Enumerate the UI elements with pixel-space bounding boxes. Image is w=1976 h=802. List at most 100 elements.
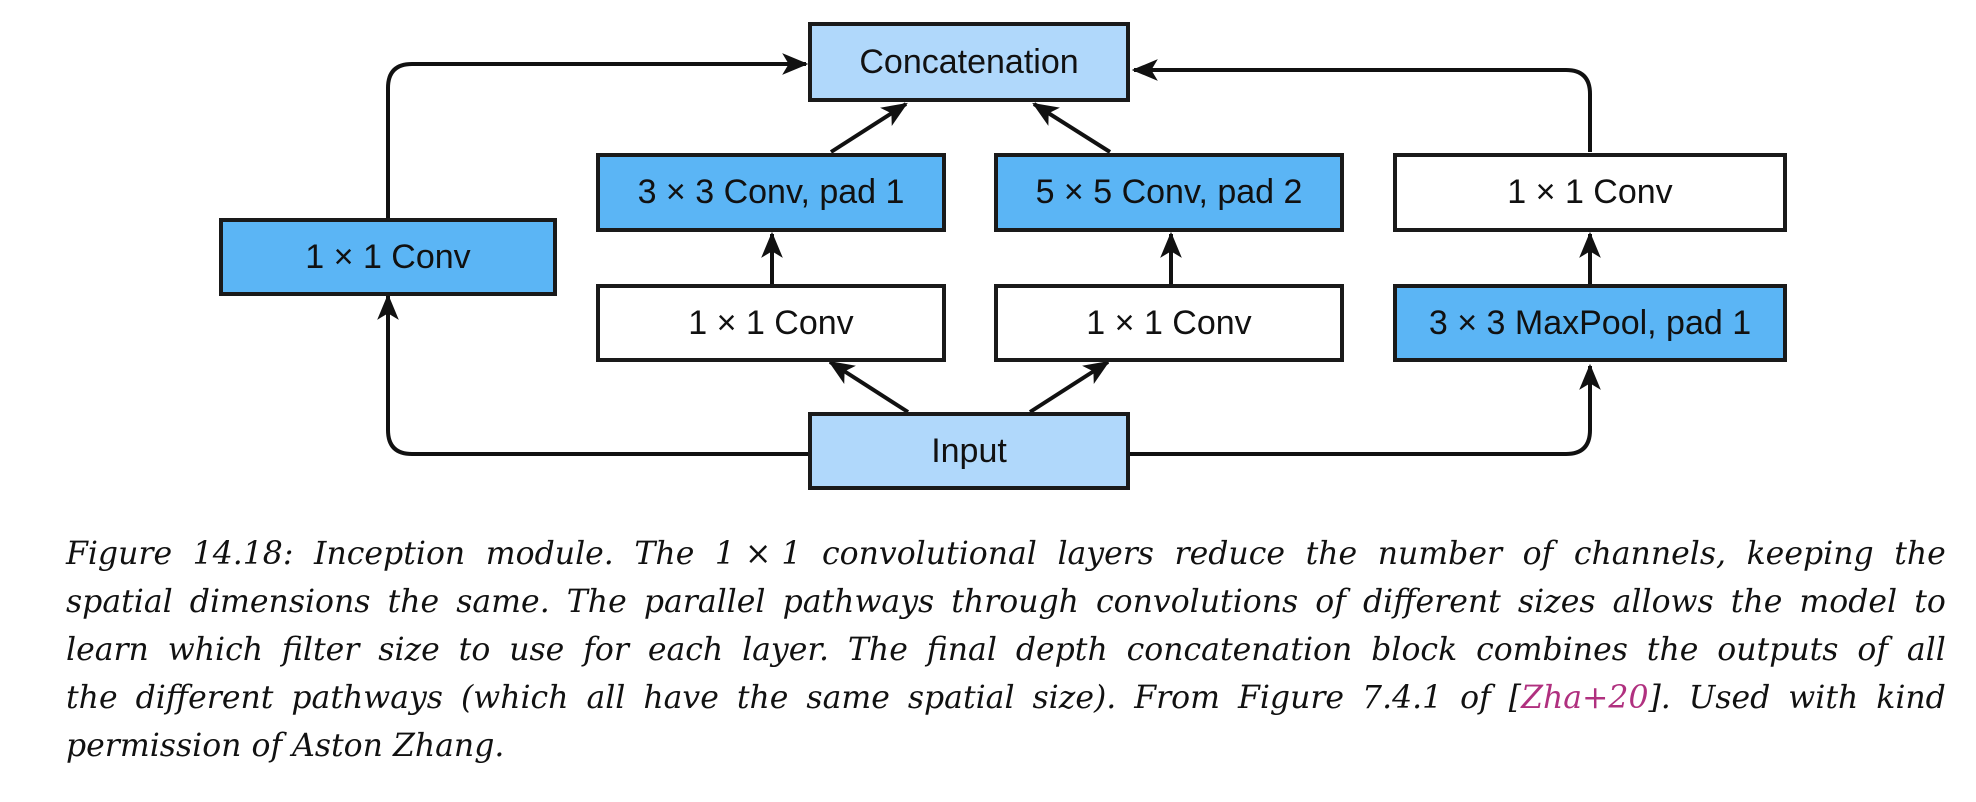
caption-word: of (1857, 632, 1888, 668)
caption-word: The (634, 536, 695, 572)
caption-line-3: learn which filter size to use for each layer. Th… (66, 626, 1946, 674)
caption-line-2: spatial dimensions the same. The parallel path… (66, 578, 1946, 626)
caption-word: spatial (66, 584, 173, 620)
caption-word: spatial (907, 680, 1015, 716)
caption-word: which (167, 632, 264, 668)
caption-word: to (1914, 584, 1946, 620)
caption-word: Figure (1237, 680, 1345, 716)
citation-link[interactable]: Zha+20 (1521, 680, 1649, 716)
caption-word: dimensions (189, 584, 371, 620)
caption-word: different (135, 680, 274, 716)
caption-word: 14.18: (192, 536, 294, 572)
caption-word: different (1362, 584, 1501, 620)
edge-conv3x3-to-concat (829, 102, 908, 154)
conv1x1-left-node: 1 × 1 Conv (219, 218, 557, 296)
caption-word: 1 × 1 (714, 536, 802, 572)
caption-word: 7.4.1 (1362, 680, 1443, 716)
input-label: Input (931, 431, 1007, 470)
caption-word: combines (1476, 632, 1628, 668)
edge-input-to-reduce-b (1028, 360, 1110, 414)
caption-word: kind (1876, 680, 1946, 716)
caption-citation-group: [Zha+20]. (1509, 674, 1671, 722)
caption-word: convolutional (822, 536, 1037, 572)
caption-word: the (1894, 536, 1946, 572)
caption-word: block (1371, 632, 1458, 668)
conv1x1-reduce-b-label: 1 × 1 Conv (1086, 303, 1252, 342)
caption-word: sizes (1517, 584, 1596, 620)
caption-word: Inception (314, 536, 466, 572)
caption-word: of (1460, 680, 1491, 716)
caption-word: use (509, 632, 565, 668)
caption-word: From (1134, 680, 1221, 716)
caption-citation-open: [ (1508, 680, 1522, 716)
caption-word: (which (460, 680, 569, 716)
caption-word: pathways (782, 584, 935, 620)
caption-word: each (647, 632, 724, 668)
edge-conv5x5-to-concat (1032, 102, 1112, 154)
conv1x1-right-node: 1 × 1 Conv (1393, 153, 1787, 232)
caption-word: of (1315, 584, 1346, 620)
caption-word: the (736, 680, 789, 716)
maxpool3x3-pad1-label: 3 × 3 MaxPool, pad 1 (1428, 303, 1752, 342)
caption-word: Used (1688, 680, 1771, 716)
conv1x1-reduce-b-node: 1 × 1 Conv (994, 284, 1344, 362)
caption-word: through (951, 584, 1079, 620)
caption-word: channels, (1573, 536, 1727, 572)
caption-word: depth (1015, 632, 1108, 668)
caption-word: concatenation (1126, 632, 1353, 668)
caption-word: the (1305, 536, 1358, 572)
caption-word: The (847, 632, 908, 668)
caption-word: to (458, 632, 491, 668)
edge-input-to-maxpool (1130, 363, 1601, 456)
caption-word: all (1906, 632, 1946, 668)
caption-word: reduce (1174, 536, 1285, 572)
caption-word: layers (1057, 536, 1154, 572)
caption-word: convolutions (1096, 584, 1299, 620)
caption-line-5-text: permission of Aston Zhang. (66, 728, 505, 764)
concatenation-label: Concatenation (859, 42, 1079, 81)
caption-word: pathways (291, 680, 443, 716)
edge-left-conv-to-concat (386, 53, 809, 218)
figure-caption: Figure 14.18: Inception module. The 1 × 1 conv… (66, 530, 1946, 770)
conv1x1-reduce-a-label: 1 × 1 Conv (688, 303, 854, 342)
caption-word: filter (281, 632, 360, 668)
input-node: Input (808, 412, 1130, 490)
conv1x1-reduce-a-node: 1 × 1 Conv (596, 284, 946, 362)
caption-word: size (378, 632, 440, 668)
caption-word: same (806, 680, 890, 716)
caption-word: have (643, 680, 719, 716)
conv5x5-pad2-node: 5 × 5 Conv, pad 2 (994, 153, 1344, 232)
caption-word: number (1377, 536, 1503, 572)
diagram-edges (377, 53, 1601, 456)
caption-word: all (586, 680, 626, 716)
edge-right-conv-to-concat (1131, 59, 1592, 152)
inception-module-diagram: Concatenation 1 × 1 Conv 3 × 3 Conv, pad… (219, 22, 1787, 490)
caption-word: final (926, 632, 997, 668)
conv5x5-pad2-label: 5 × 5 Conv, pad 2 (1035, 173, 1303, 211)
caption-word: outputs (1717, 632, 1839, 668)
caption-line-1: Figure 14.18: Inception module. The 1 × 1 conv… (66, 530, 1946, 578)
conv1x1-left-label: 1 × 1 Conv (305, 237, 471, 276)
conv3x3-pad1-label: 3 × 3 Conv, pad 1 (637, 173, 905, 211)
caption-word: for (583, 632, 629, 668)
caption-word: module. (485, 536, 614, 572)
caption-word: the (1730, 584, 1783, 620)
maxpool3x3-pad1-node: 3 × 3 MaxPool, pad 1 (1393, 284, 1787, 362)
caption-line-5: permission of Aston Zhang. (66, 722, 1946, 770)
caption-word: the (387, 584, 440, 620)
conv1x1-right-label: 1 × 1 Conv (1507, 173, 1673, 211)
caption-word: allows (1612, 584, 1714, 620)
caption-word: learn (66, 632, 149, 668)
caption-word: The (566, 584, 627, 620)
caption-word: Figure (66, 536, 173, 572)
caption-line-4: the different pathways (which all have the same… (66, 674, 1946, 722)
caption-word: the (66, 680, 118, 716)
caption-word: parallel (643, 584, 766, 620)
caption-word: keeping (1746, 536, 1874, 572)
caption-word: same. (456, 584, 550, 620)
caption-citation-close: ]. (1648, 680, 1671, 716)
caption-word: of (1522, 536, 1554, 572)
caption-word: layer. (742, 632, 829, 668)
caption-word: model (1799, 584, 1898, 620)
edge-input-to-left-conv (377, 293, 808, 456)
